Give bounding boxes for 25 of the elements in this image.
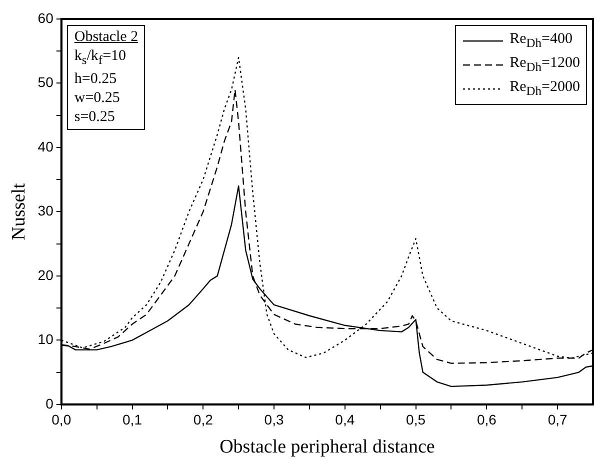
x-tick-label: 0,1 bbox=[122, 412, 142, 428]
annotation: h=0.25 bbox=[74, 70, 118, 89]
y-tick-label: 30 bbox=[38, 202, 54, 219]
x-axis-title: Obstacle peripheral distance bbox=[220, 436, 435, 458]
x-tick-label: 0,4 bbox=[335, 412, 355, 428]
annotation: Obstacle 2 bbox=[74, 28, 138, 47]
y-tick-label: 10 bbox=[38, 331, 54, 348]
annotation: w=0.25 bbox=[74, 89, 121, 108]
legend-label: Re$_{Dh}$=2000 bbox=[510, 78, 580, 100]
y-tick-label: 40 bbox=[38, 138, 54, 154]
x-tick-label: 0,2 bbox=[193, 412, 214, 428]
y-tick-label: 60 bbox=[38, 10, 54, 26]
legend-label: Re$_{Dh}$=400 bbox=[510, 30, 572, 52]
x-tick-label: 0,6 bbox=[476, 412, 497, 428]
y-tick-label: 50 bbox=[38, 74, 54, 90]
y-tick-label: 20 bbox=[38, 266, 54, 283]
annotation: k$_{s}$/k$_{f}$=10 bbox=[74, 47, 128, 69]
x-tick-label: 0,0 bbox=[52, 412, 72, 428]
annotation: s=0.25 bbox=[74, 108, 116, 127]
legend-label: Re$_{Dh}$=1200 bbox=[510, 54, 580, 76]
x-tick-label: 0,5 bbox=[406, 412, 426, 428]
y-axis-title: Nusselt bbox=[8, 182, 30, 240]
y-tick-label: 0 bbox=[46, 395, 54, 412]
x-tick-label: 0,7 bbox=[548, 412, 568, 428]
x-tick-label: 0,3 bbox=[264, 412, 284, 428]
